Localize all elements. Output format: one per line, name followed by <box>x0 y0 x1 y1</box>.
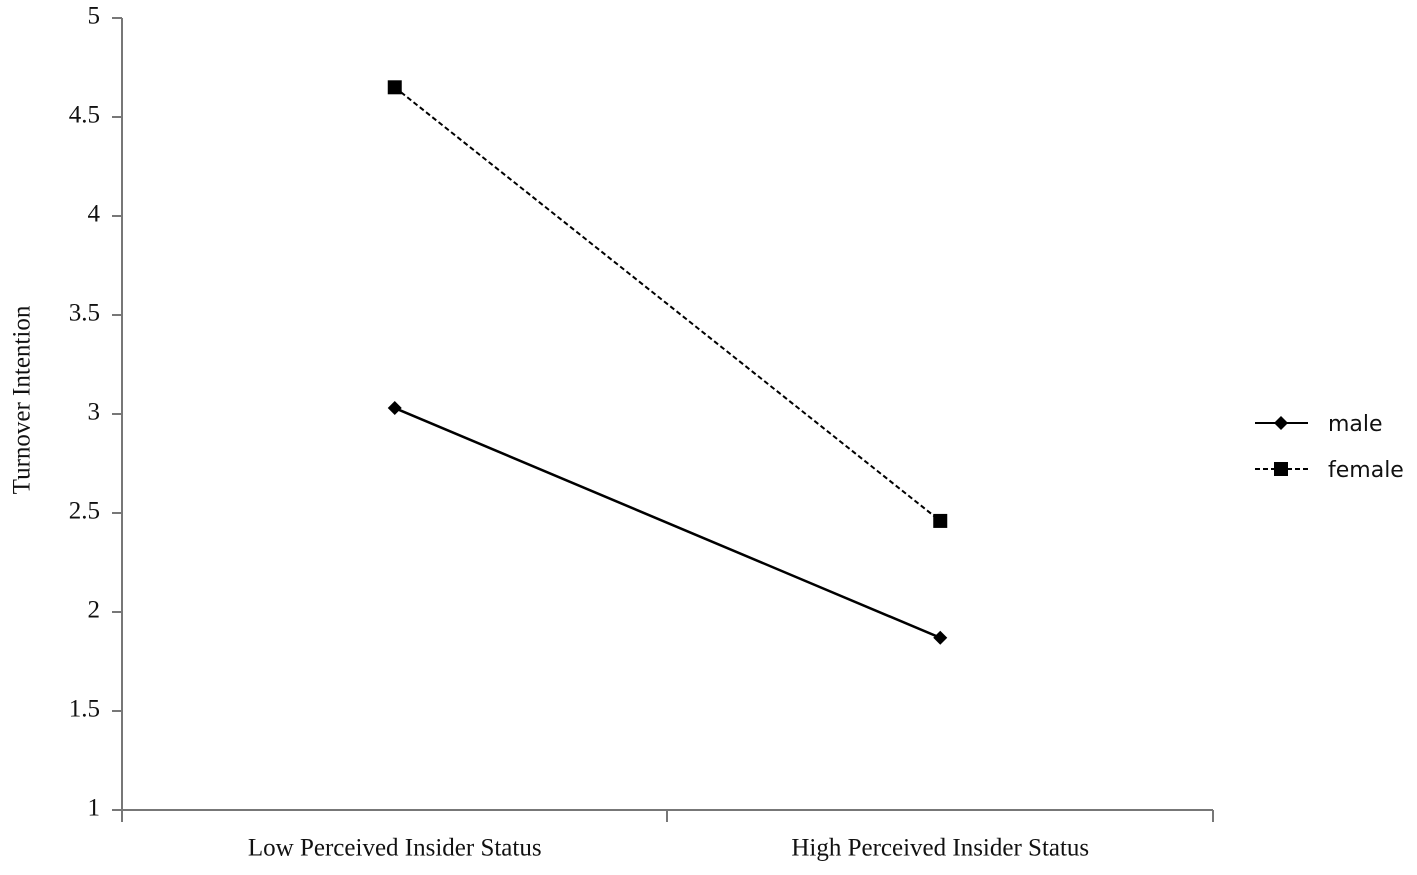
y-tick-label: 4 <box>88 201 101 228</box>
legend-label: female <box>1328 458 1404 483</box>
legend-marker <box>1274 462 1288 476</box>
point <box>933 630 948 645</box>
y-tick-label: 3 <box>88 399 101 426</box>
y-tick-label: 4.5 <box>69 102 100 129</box>
legend-label: male <box>1328 412 1383 437</box>
line <box>394 406 941 639</box>
x-tick-label: High Perceived Insider Status <box>791 835 1089 862</box>
point <box>387 80 402 95</box>
y-tick-label: 3.5 <box>69 300 100 327</box>
x-tick-label: Low Perceived Insider Status <box>248 835 542 862</box>
y-tick-label: 2.5 <box>69 498 100 525</box>
legend-marker <box>1274 416 1288 430</box>
point <box>933 513 948 528</box>
y-tick-label: 1.5 <box>69 696 100 723</box>
y-tick-label: 5 <box>88 3 101 30</box>
line <box>394 86 941 522</box>
y-axis-label: Turnover Intention <box>9 305 36 494</box>
y-tick-label: 1 <box>88 795 101 822</box>
point <box>387 401 402 416</box>
y-tick-label: 2 <box>88 597 101 624</box>
